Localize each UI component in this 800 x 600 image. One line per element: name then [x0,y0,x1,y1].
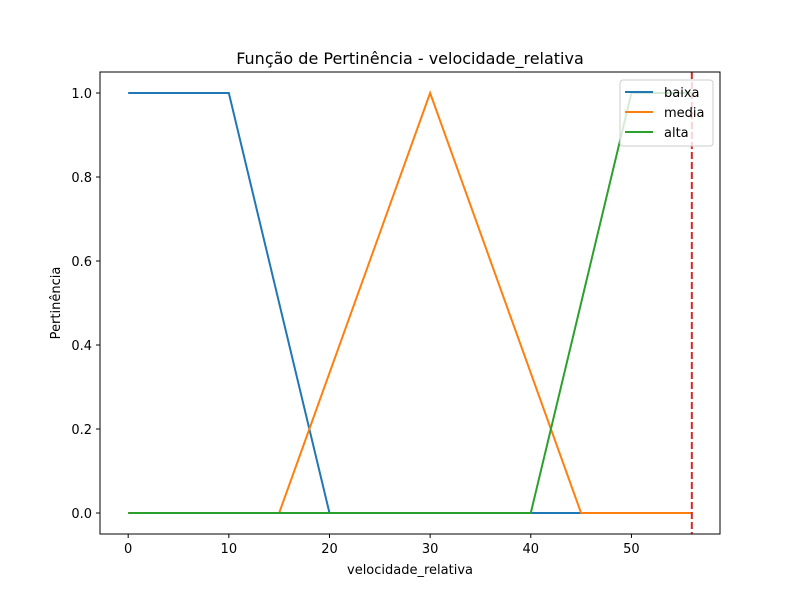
legend-label-alta: alta [664,126,689,141]
y-tick-label: 0.4 [71,339,92,354]
y-axis-ticks: 0.0 0.2 0.4 0.6 0.8 1.0 [71,87,100,522]
y-tick-label: 1.0 [71,87,92,102]
y-tick-label: 0.2 [71,423,92,438]
y-tick-label: 0.8 [71,171,92,186]
y-tick-label: 0.0 [71,507,92,522]
series-layer [128,90,692,514]
legend-box [619,79,714,147]
y-tick-label: 0.6 [71,255,92,270]
x-tick-label: 40 [523,542,540,557]
x-tick-label: 10 [221,542,238,557]
x-tick-label: 30 [422,542,439,557]
y-axis-label: Pertinência [49,267,64,340]
x-axis-ticks: 0 10 20 30 40 50 [124,534,640,557]
legend-label-media: media [664,106,705,121]
series-line-alta [128,92,692,514]
x-axis-label: velocidade_relativa [347,563,473,578]
x-tick-label: 50 [623,542,640,557]
series-line-baixa [128,92,692,514]
legend-label-baixa: baixa [664,86,700,101]
legend-items: baixa media alta [625,86,705,141]
chart-title: Função de Pertinência - velocidade_relat… [236,49,584,69]
x-tick-label: 0 [124,542,132,557]
legend: baixa media alta [619,79,714,147]
x-tick-label: 20 [321,542,338,557]
series-line-media [128,90,692,514]
plot-frame [99,71,721,535]
